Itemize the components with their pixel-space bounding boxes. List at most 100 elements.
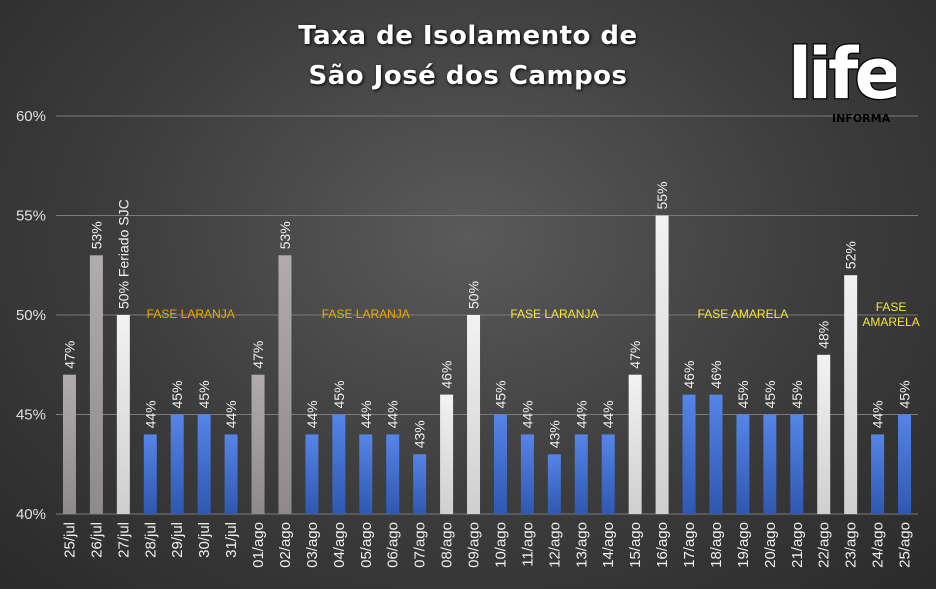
bar — [736, 414, 750, 514]
y-tick-label: 40% — [16, 506, 46, 523]
bar — [493, 414, 507, 514]
x-tick-label: 13/ago — [573, 522, 590, 568]
data-label: 44% — [519, 400, 535, 428]
x-tick-label: 31/jul — [223, 522, 240, 558]
x-tick-label: 22/ago — [816, 522, 833, 568]
phase-annotation: FASE AMARELA — [698, 307, 789, 321]
data-label: 45% — [331, 380, 347, 408]
bar — [359, 434, 373, 514]
x-tick-label: 06/ago — [385, 522, 402, 568]
bar — [628, 374, 642, 514]
bar — [467, 315, 481, 514]
x-tick-label: 16/ago — [654, 522, 671, 568]
x-tick-label: 28/jul — [142, 522, 159, 558]
bar — [817, 354, 831, 514]
bar — [898, 414, 912, 514]
x-tick-label: 05/ago — [358, 522, 375, 568]
bar — [790, 414, 804, 514]
y-tick-label: 45% — [16, 407, 46, 424]
data-label: 55% — [654, 181, 670, 209]
bar — [709, 394, 723, 514]
bar — [574, 434, 588, 514]
x-tick-label: 03/ago — [304, 522, 321, 568]
phase-annotation: FASE LARANJA — [510, 307, 598, 321]
bar — [251, 374, 265, 514]
x-tick-label: 27/jul — [115, 522, 132, 558]
bar — [89, 255, 103, 515]
x-tick-label: 19/ago — [735, 522, 752, 568]
data-label: 44% — [142, 400, 158, 428]
bar — [332, 414, 346, 514]
x-tick-label: 15/ago — [627, 522, 644, 568]
x-tick-label: 21/ago — [789, 522, 806, 568]
data-label: 50% — [466, 281, 482, 309]
x-tick-label: 18/ago — [708, 522, 725, 568]
data-label: 45% — [897, 380, 913, 408]
x-tick-label: 07/ago — [412, 522, 429, 568]
data-label: 50% Feriado SJC — [115, 199, 131, 309]
data-label: 44% — [870, 400, 886, 428]
x-tick-label: 30/jul — [196, 522, 213, 558]
data-label: 43% — [412, 420, 428, 448]
data-label: 53% — [88, 221, 104, 249]
bar — [62, 374, 76, 514]
data-label: 44% — [600, 400, 616, 428]
data-label: 45% — [169, 380, 185, 408]
bar — [871, 434, 885, 514]
bar — [655, 215, 669, 514]
data-label: 44% — [304, 400, 320, 428]
y-tick-label: 50% — [16, 307, 46, 324]
x-tick-label: 09/ago — [466, 522, 483, 568]
bar — [170, 414, 184, 514]
x-tick-label: 01/ago — [250, 522, 267, 568]
phase-annotation: FASE LARANJA — [147, 307, 235, 321]
chart-title: Taxa de Isolamento de São José dos Campo… — [0, 16, 936, 96]
bar — [601, 434, 615, 514]
data-label: 44% — [358, 400, 374, 428]
y-tick-label: 60% — [16, 108, 46, 125]
bar — [278, 255, 292, 515]
data-label: 44% — [573, 400, 589, 428]
x-tick-label: 23/ago — [843, 522, 860, 568]
x-tick-label: 12/ago — [546, 522, 563, 568]
bar — [224, 434, 238, 514]
data-label: 45% — [196, 380, 212, 408]
bar — [116, 315, 130, 514]
data-label: 47% — [250, 341, 266, 369]
chart-title-line-2: São José dos Campos — [308, 61, 628, 91]
x-tick-label: 11/ago — [519, 522, 536, 567]
data-label: 45% — [762, 380, 778, 408]
data-label: 53% — [277, 221, 293, 249]
x-tick-label: 08/ago — [439, 522, 456, 568]
bar — [520, 434, 534, 514]
data-label: 43% — [546, 420, 562, 448]
bar — [547, 454, 561, 514]
data-label: 48% — [816, 321, 832, 349]
bar — [386, 434, 400, 514]
x-tick-label: 10/ago — [492, 522, 509, 568]
x-tick-label: 25/ago — [897, 522, 914, 568]
bar — [197, 414, 211, 514]
bar — [682, 394, 696, 514]
bar — [413, 454, 427, 514]
x-tick-label: 04/ago — [331, 522, 348, 568]
x-tick-label: 25/jul — [61, 522, 78, 558]
bar — [844, 275, 858, 514]
data-label: 44% — [385, 400, 401, 428]
data-label: 52% — [843, 241, 859, 269]
data-label: 46% — [708, 361, 724, 389]
data-label: 46% — [681, 361, 697, 389]
x-tick-label: 24/ago — [870, 522, 887, 568]
data-label: 47% — [61, 341, 77, 369]
x-tick-label: 26/jul — [88, 522, 105, 558]
bar — [305, 434, 319, 514]
phase-annotation: FASE LARANJA — [322, 307, 410, 321]
life-informa-logo: life INFORMA — [787, 32, 896, 125]
bar — [763, 414, 777, 514]
x-tick-label: 20/ago — [762, 522, 779, 568]
data-label: 46% — [439, 361, 455, 389]
x-tick-label: 29/jul — [169, 522, 186, 558]
y-tick-label: 55% — [16, 208, 46, 225]
data-label: 45% — [735, 380, 751, 408]
